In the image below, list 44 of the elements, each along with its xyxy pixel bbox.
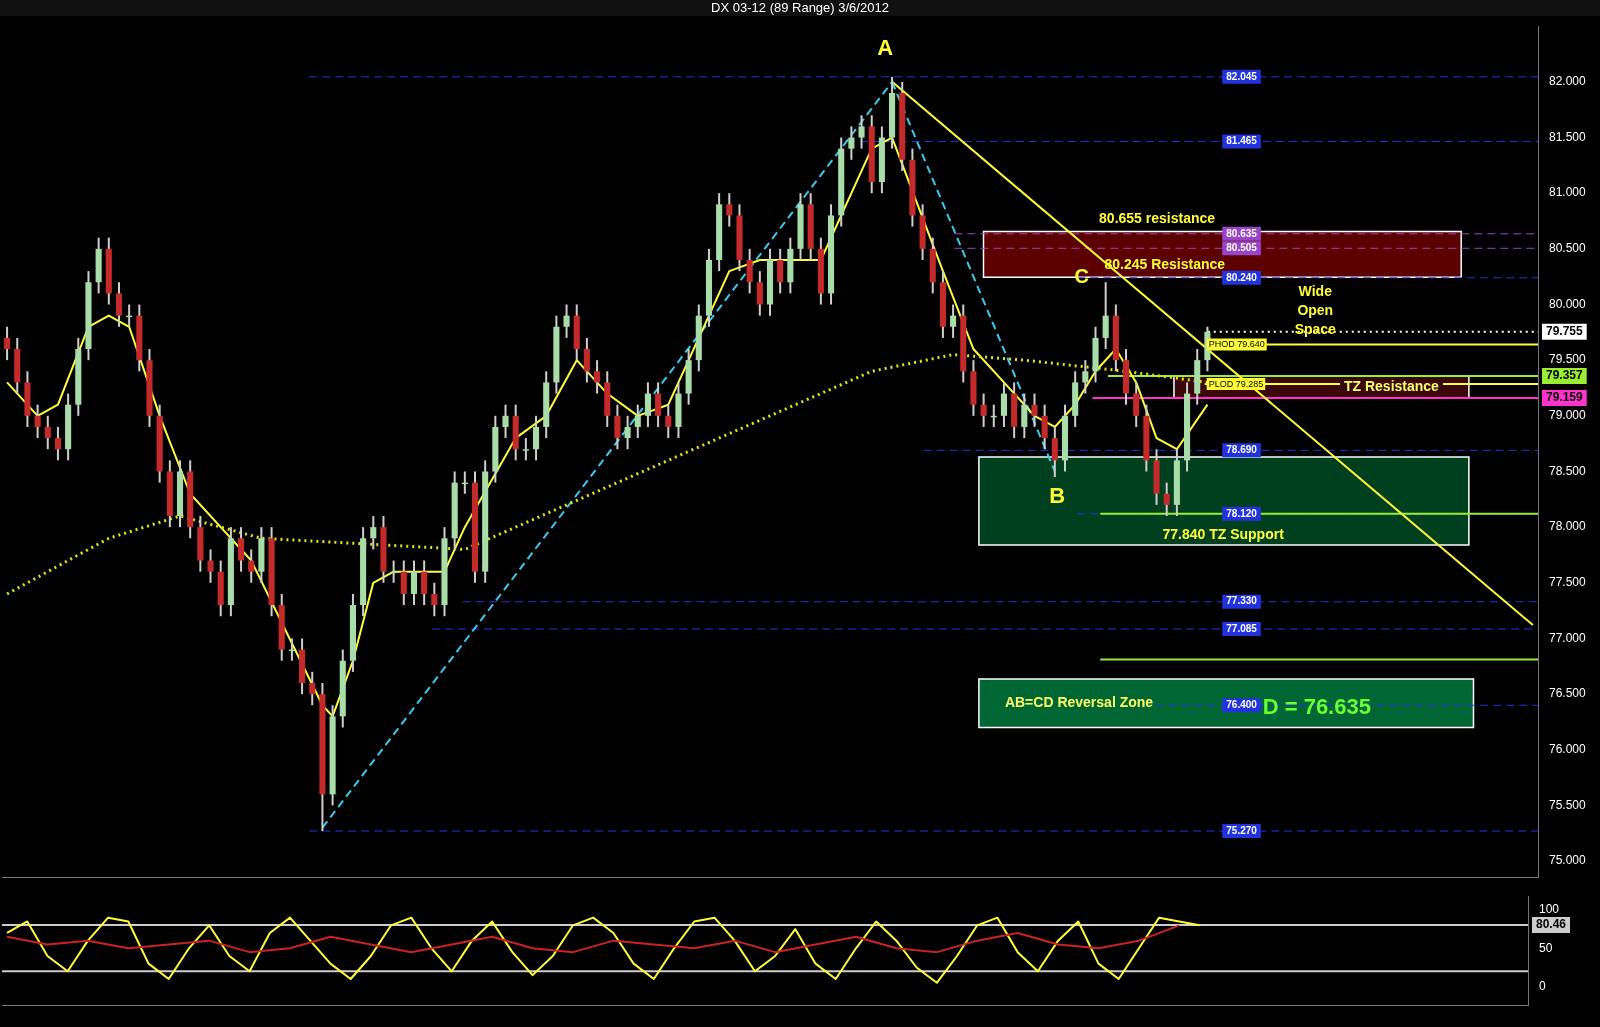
chart-title: DX 03-12 (89 Range) 3/6/2012 [0, 0, 1600, 16]
ref-line-label: 76.400 [1226, 699, 1258, 710]
y-tick-label: 50 [1539, 940, 1553, 955]
ref-line-label: 80.505 [1226, 242, 1258, 254]
ref-line-label: 79.159 [1546, 390, 1584, 405]
y-tick-label: 100 [1539, 902, 1560, 917]
ref-line-label: 78.120 [1226, 507, 1258, 519]
y-tick-label: 77.500 [1549, 575, 1587, 590]
ref-line-label: PHOD 79.640 [1208, 339, 1265, 350]
ref-line-label: 82.045 [1226, 70, 1258, 82]
y-tick-label: 0 [1539, 978, 1546, 993]
ref-line-label: 80.46 [1536, 917, 1567, 932]
y-tick-label: 82.000 [1549, 74, 1587, 89]
band-label: AB=CD Reversal Zone [1004, 694, 1154, 711]
y-tick-label: 79.500 [1549, 352, 1587, 367]
ref-line-label: PLOD 79.285 [1208, 378, 1264, 389]
y-tick-label: 76.500 [1549, 686, 1587, 701]
annotation: A [877, 35, 894, 61]
annotation: B [1049, 483, 1066, 509]
ref-line-label: 80.635 [1226, 227, 1258, 239]
y-tick-label: 78.000 [1549, 519, 1587, 534]
y-tick-label: 75.500 [1549, 797, 1587, 812]
y-tick-label: 80.500 [1549, 241, 1587, 256]
annotation: Wide Open Space [1294, 283, 1337, 338]
annotation: 80.245 Resistance [1104, 256, 1226, 273]
annotation: 80.655 resistance [1099, 209, 1216, 226]
ref-line-label: 77.085 [1226, 622, 1258, 634]
ref-line-label: 80.240 [1226, 271, 1258, 283]
y-tick-label: 81.000 [1549, 185, 1587, 200]
ref-line-label: 79.755 [1546, 324, 1584, 339]
y-tick-label: 75.000 [1549, 853, 1587, 868]
y-tick-label: 79.000 [1549, 408, 1587, 423]
ref-line-label: 78.690 [1226, 444, 1258, 456]
ref-line-label: 75.270 [1226, 824, 1258, 836]
ref-line-label: 79.357 [1546, 368, 1584, 383]
ref-line-label: 77.330 [1226, 595, 1258, 607]
ref-line-label: 81.465 [1226, 135, 1258, 147]
band-label: TZ Resistance [1343, 377, 1440, 394]
y-tick-label: 76.000 [1549, 742, 1587, 757]
y-tick-label: 80.000 [1549, 296, 1587, 311]
y-tick-label: 78.500 [1549, 463, 1587, 478]
y-tick-label: 81.500 [1549, 129, 1587, 144]
y-tick-label: 77.000 [1549, 630, 1587, 645]
annotation: 77.840 TZ Support [1162, 526, 1285, 543]
